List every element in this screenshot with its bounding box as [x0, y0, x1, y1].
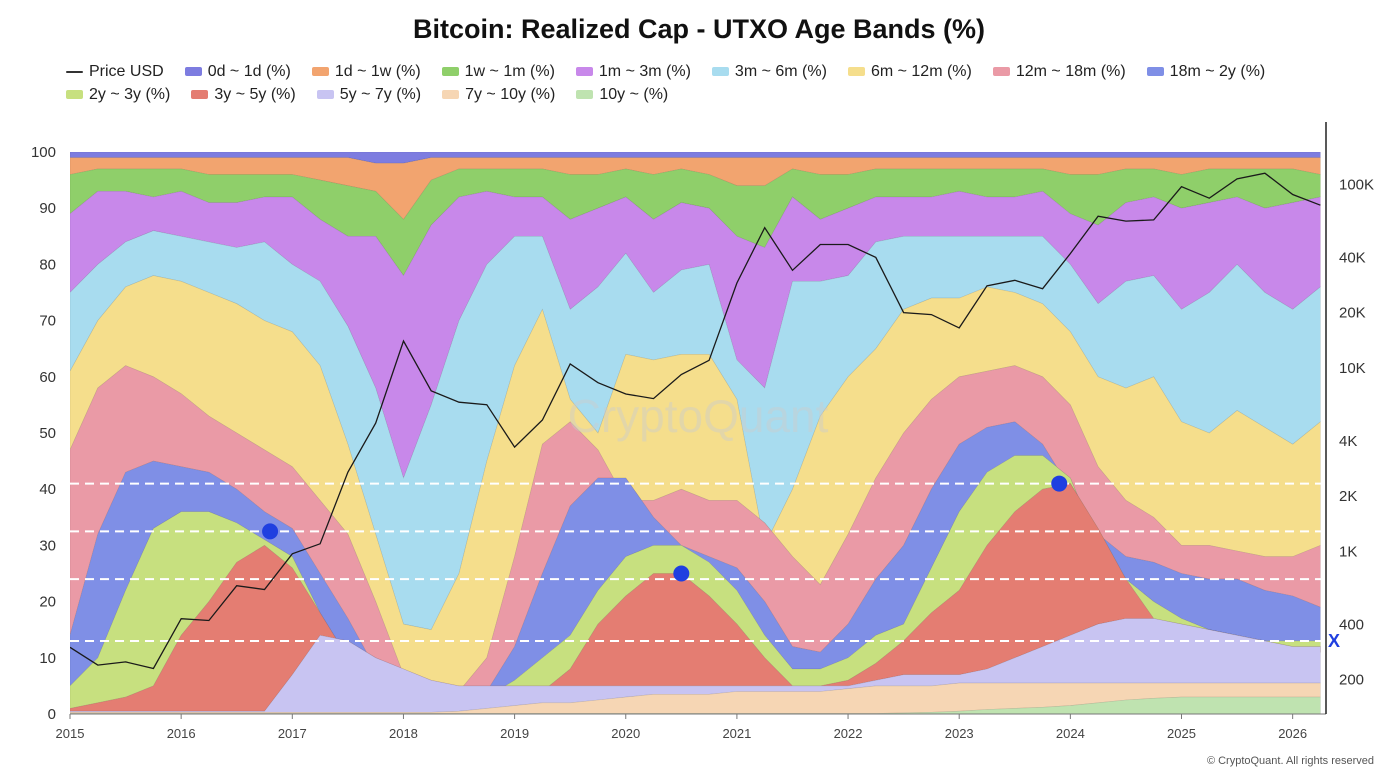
legend-label: 3y ~ 5y (%)	[214, 85, 296, 103]
x-tick-label: 2026	[1278, 726, 1307, 741]
legend-item[interactable]: Price USD	[66, 63, 164, 81]
legend-item[interactable]: 0d ~ 1d (%)	[184, 62, 291, 81]
watermark: CryptoQuant	[568, 390, 829, 442]
legend-item[interactable]: 18m ~ 2y (%)	[1146, 62, 1266, 81]
y-tick-label: 80	[39, 256, 56, 273]
y2-tick-label: 2K	[1339, 488, 1357, 505]
area-bands	[70, 152, 1321, 714]
y2-tick-label: 100K	[1339, 176, 1374, 193]
legend-swatch	[1146, 67, 1164, 76]
legend-row: 2y ~ 3y (%) 3y ~ 5y (%) 5y ~ 7y (%) 7y ~ 10…	[66, 83, 1366, 106]
y-tick-label: 30	[39, 537, 56, 554]
legend-label: 1m ~ 3m (%)	[598, 62, 691, 80]
x-tick-label: 2023	[945, 726, 974, 741]
x-tick-label: 2018	[389, 726, 418, 741]
legend-label: 6m ~ 12m (%)	[870, 62, 972, 80]
y-tick-label: 70	[39, 313, 56, 330]
legend-item[interactable]: 2y ~ 3y (%)	[66, 86, 170, 104]
legend-swatch	[311, 67, 329, 76]
x-tick-label: 2019	[500, 726, 529, 741]
legend-swatch	[847, 67, 865, 76]
legend-label: 2y ~ 3y (%)	[89, 85, 171, 103]
y-tick-label: 20	[39, 594, 56, 611]
legend-item[interactable]: 3m ~ 6m (%)	[711, 62, 827, 81]
legend-item[interactable]: 1w ~ 1m (%)	[441, 62, 555, 81]
y-tick-label: 90	[39, 200, 56, 217]
price-line-group	[70, 172, 1321, 670]
legend-label: 5y ~ 7y (%)	[339, 85, 422, 103]
y2-tick-label: 4K	[1339, 433, 1357, 450]
price-line	[70, 172, 1321, 670]
y-tick-label: 50	[39, 425, 56, 442]
legend-item[interactable]: 5y ~ 7y (%)	[316, 85, 422, 104]
legend: Price USD 0d ~ 1d (%) 1d ~ 1w (%) 1w ~ 1m (…	[66, 60, 1366, 106]
legend-label: 3m ~ 6m (%)	[734, 62, 827, 80]
copyright-footer: © CryptoQuant. All rights reserved	[1206, 755, 1374, 767]
x-tick-label: 2017	[278, 726, 307, 741]
legend-label: 1d ~ 1w (%)	[334, 62, 421, 80]
highlight-point	[262, 523, 279, 540]
legend-swatch	[442, 90, 460, 99]
x-tick-label: 2020	[611, 726, 640, 741]
y-tick-label: 0	[48, 706, 56, 723]
y2-tick-label: 40K	[1339, 249, 1366, 266]
legend-label: 7y ~ 10y (%)	[465, 85, 556, 103]
y-tick-label: 60	[39, 369, 56, 386]
chart-title: Bitcoin: Realized Cap - UTXO Age Bands (…	[412, 14, 986, 44]
legend-label: 12m ~ 18m (%)	[1015, 62, 1126, 80]
legend-swatch	[992, 67, 1010, 76]
legend-item[interactable]: 7y ~ 10y (%)	[442, 86, 555, 104]
x-tick-label: 2022	[834, 726, 863, 741]
legend-item[interactable]: 6m ~ 12m (%)	[847, 62, 972, 81]
x-marker: X	[1328, 631, 1340, 651]
legend-swatch	[575, 67, 593, 76]
legend-swatch	[711, 67, 729, 76]
legend-label: 0d ~ 1d (%)	[207, 62, 291, 80]
legend-label: Price USD	[89, 62, 164, 80]
y2-tick-label: 1K	[1339, 543, 1357, 560]
x-tick-label: 2025	[1167, 726, 1196, 741]
legend-item[interactable]: 1d ~ 1w (%)	[311, 62, 421, 81]
x-tick-label: 2024	[1056, 726, 1085, 741]
legend-swatch	[441, 67, 459, 76]
highlight-points: X	[262, 475, 1340, 651]
area-band	[70, 696, 1321, 714]
legend-label: 18m ~ 2y (%)	[1169, 62, 1266, 80]
x-tick-label: 2021	[722, 726, 751, 741]
legend-row: Price USD 0d ~ 1d (%) 1d ~ 1w (%) 1w ~ 1m (…	[66, 60, 1366, 83]
y-tick-label: 100	[31, 144, 56, 161]
y2-tick-label: 10K	[1339, 360, 1366, 377]
legend-label: 10y ~ (%)	[599, 85, 669, 103]
legend-item[interactable]: 3y ~ 5y (%)	[191, 85, 296, 104]
y-tick-label: 40	[39, 481, 56, 498]
legend-swatch	[184, 67, 202, 76]
legend-item[interactable]: 1m ~ 3m (%)	[575, 62, 691, 81]
axes: 0 10 20 30 40 50 60 70 80 90 100 200 400 1K 2K 4K 10K 20K…	[31, 122, 1374, 741]
y-tick-label: 10	[39, 650, 56, 667]
x-tick-label: 2016	[167, 726, 196, 741]
y2-tick-label: 400	[1339, 616, 1364, 633]
y2-tick-label: 200	[1339, 672, 1364, 689]
legend-swatch	[576, 90, 594, 99]
legend-swatch	[66, 70, 83, 73]
legend-swatch	[316, 90, 334, 99]
legend-swatch	[66, 90, 83, 99]
legend-label: 1w ~ 1m (%)	[464, 62, 555, 80]
legend-swatch	[191, 90, 209, 99]
highlight-point	[673, 565, 690, 582]
x-tick-label: 2015	[56, 726, 85, 741]
legend-item[interactable]: 12m ~ 18m (%)	[992, 62, 1126, 81]
y2-tick-label: 20K	[1339, 305, 1366, 322]
legend-item[interactable]: 10y ~ (%)	[576, 86, 668, 104]
highlight-point	[1051, 475, 1068, 492]
